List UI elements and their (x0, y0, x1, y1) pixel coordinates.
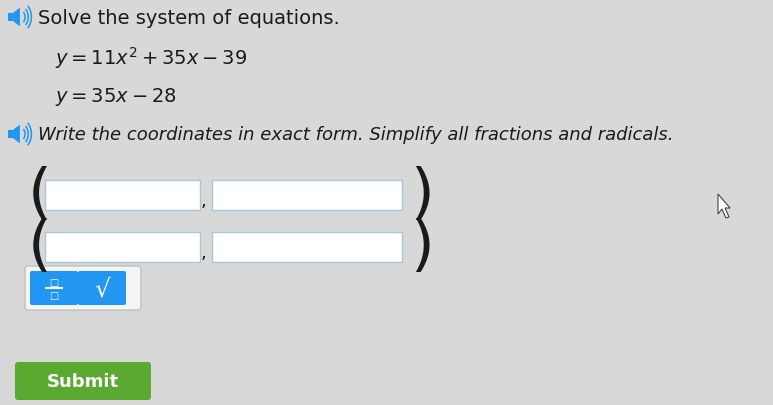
Text: $y = 11x^2 + 35x - 39$: $y = 11x^2 + 35x - 39$ (55, 45, 247, 71)
Polygon shape (13, 9, 20, 27)
FancyBboxPatch shape (30, 271, 78, 305)
Text: ,: , (200, 192, 206, 209)
FancyBboxPatch shape (45, 232, 200, 262)
Text: □: □ (49, 290, 59, 300)
FancyBboxPatch shape (8, 130, 13, 139)
FancyBboxPatch shape (45, 181, 200, 211)
Text: Submit: Submit (47, 372, 119, 390)
FancyBboxPatch shape (78, 271, 126, 305)
Text: ): ) (410, 166, 434, 225)
Text: ): ) (410, 218, 434, 277)
Text: (: ( (28, 218, 52, 277)
FancyBboxPatch shape (15, 362, 151, 400)
FancyBboxPatch shape (212, 232, 402, 262)
Text: □: □ (49, 277, 59, 287)
Text: Write the coordinates in exact form. Simplify all fractions and radicals.: Write the coordinates in exact form. Sim… (38, 126, 673, 144)
Text: Solve the system of equations.: Solve the system of equations. (38, 9, 340, 28)
Text: √: √ (94, 276, 110, 300)
Text: (: ( (28, 166, 52, 225)
FancyBboxPatch shape (25, 266, 141, 310)
FancyBboxPatch shape (212, 181, 402, 211)
Polygon shape (13, 125, 20, 144)
FancyBboxPatch shape (8, 14, 13, 22)
Text: $y = 35x - 28$: $y = 35x - 28$ (55, 86, 177, 108)
Polygon shape (718, 194, 730, 218)
Text: ,: , (200, 243, 206, 261)
